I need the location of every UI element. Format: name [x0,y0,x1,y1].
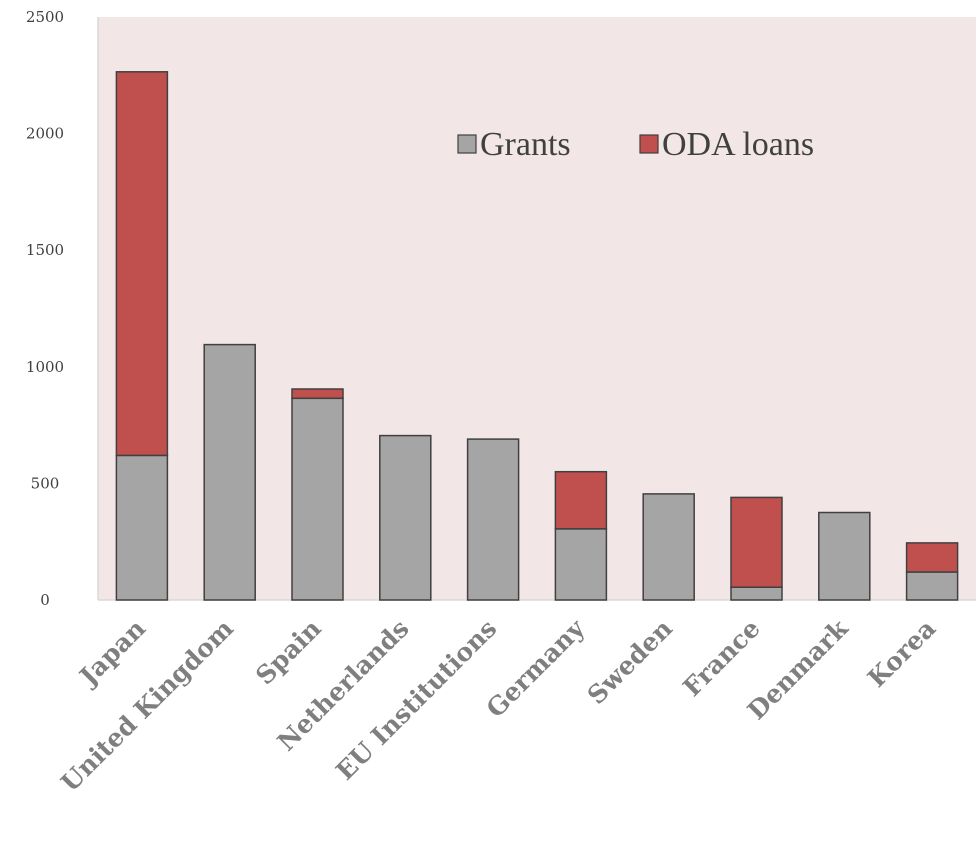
bar-grants-eu-institutions [466,438,520,601]
legend-label-oda-loans: ODA loans [662,126,814,163]
bar-grants-denmark [818,511,871,601]
legend-label-grants: Grants [480,126,571,163]
bar-grants-korea [905,571,959,601]
x-tick-label-japan: Japan [73,614,151,692]
bar-oda-loans-korea [905,542,959,573]
y-axis-ticks: 0 500 1000 1500 2000 2500 [26,8,64,609]
x-tick-label-france: France [677,614,765,702]
bar-grants-germany [554,528,608,601]
bar-oda-loans-japan [115,71,169,457]
y-tick-label-1000: 1000 [26,358,64,376]
bar-grants-netherlands [379,434,432,601]
bar-grants-spain [291,397,344,601]
y-tick-label-1500: 1500 [26,241,64,259]
x-tick-label-united-kingdom: United Kingdom [55,614,239,798]
x-tick-label-eu-institutions: EU Institutions [330,614,502,786]
bar-oda-loans-spain [291,388,344,400]
bar-oda-loans-france [730,496,783,588]
bar-grants-united-kingdom [203,343,256,601]
legend-swatch-oda-loans [639,134,659,154]
legend-swatch-grants [457,134,477,154]
legend: Grants ODA loans [457,126,814,163]
y-tick-label-2000: 2000 [26,125,64,143]
y-tick-label-2500: 2500 [26,8,64,26]
x-tick-label-sweden: Sweden [582,614,678,710]
bars-group [115,71,959,601]
bar-oda-loans-germany [554,470,608,530]
x-tick-label-korea: Korea [862,614,941,693]
bar-grants-sweden [642,493,695,601]
bar-grants-japan [115,454,169,601]
y-tick-label-0: 0 [40,591,50,609]
bar-grants-france [730,586,783,601]
x-tick-label-spain: Spain [250,614,327,691]
y-tick-label-500: 500 [31,474,60,492]
